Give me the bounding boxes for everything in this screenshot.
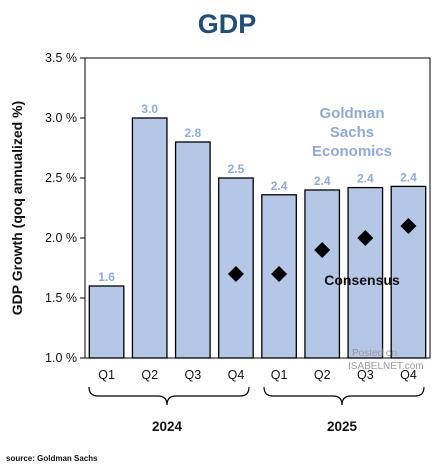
year-label-2024: 2024 xyxy=(152,419,183,434)
x-tick-label: Q1 xyxy=(271,368,288,382)
bar-data-label: 2.4 xyxy=(400,170,417,184)
y-tick-label: 3.0 % xyxy=(45,111,77,125)
y-tick-label: 1.0 % xyxy=(45,351,77,365)
x-tick-label: Q4 xyxy=(228,368,245,382)
consensus-marker xyxy=(314,242,331,258)
bar-data-label: 2.4 xyxy=(271,179,288,193)
bar-data-label: 3.0 xyxy=(141,102,158,116)
legend-goldman-line-3: Economics xyxy=(312,143,392,160)
consensus-marker xyxy=(271,266,288,282)
legend-goldman-line-1: Goldman xyxy=(319,105,384,122)
year-label-2025: 2025 xyxy=(327,419,358,434)
bar-data-label: 2.4 xyxy=(357,172,374,186)
x-tick-label: Q3 xyxy=(357,368,374,382)
y-tick-label: 2.0 % xyxy=(45,231,77,245)
bar-data-label: 2.4 xyxy=(314,174,331,188)
year-brace-2024 xyxy=(88,386,250,406)
bar xyxy=(304,189,341,359)
bar xyxy=(390,185,427,359)
bar-data-label: 2.5 xyxy=(228,162,245,176)
source-note: source: Goldman Sachs xyxy=(6,454,98,463)
bar xyxy=(88,285,125,359)
year-brace-2025 xyxy=(263,386,425,406)
watermark-line-1: Posted on xyxy=(352,348,397,359)
y-tick-label: 3.5 % xyxy=(45,51,77,65)
x-tick-label: Q3 xyxy=(184,368,201,382)
x-tick-label: Q4 xyxy=(400,368,417,382)
x-tick-label: Q1 xyxy=(98,368,115,382)
bar-data-label: 1.6 xyxy=(98,270,115,284)
consensus-series xyxy=(227,218,417,282)
consensus-marker xyxy=(400,218,417,234)
legend-consensus: Consensus xyxy=(324,272,400,288)
bar-data-label: 2.8 xyxy=(184,126,201,140)
bar xyxy=(131,117,168,359)
watermark-line-2: ISABELNET.com xyxy=(348,361,424,372)
x-tick-label: Q2 xyxy=(141,368,158,382)
chart-title: GDP xyxy=(198,9,257,39)
consensus-marker xyxy=(357,230,374,246)
y-axis-label: GDP Growth (qoq annualized %) xyxy=(9,101,25,315)
consensus-marker xyxy=(227,266,244,282)
y-axis-ticks: 1.0 % 1.5 % 2.0 % 2.5 % 3.0 % 3.5 % xyxy=(45,51,85,365)
bar xyxy=(174,141,211,359)
y-tick-label: 2.5 % xyxy=(45,171,77,185)
bar-data-labels: 1.6 3.0 2.8 2.5 2.4 2.4 2.4 2.4 xyxy=(98,102,417,284)
x-tick-label: Q2 xyxy=(314,368,331,382)
legend-goldman-line-2: Sachs xyxy=(330,124,374,141)
plot-frame xyxy=(84,57,431,359)
bar xyxy=(347,186,384,359)
x-axis-ticks: Q1 Q2 Q3 Q4 Q1 Q2 Q3 Q4 xyxy=(98,368,417,382)
y-tick-label: 1.5 % xyxy=(45,291,77,305)
